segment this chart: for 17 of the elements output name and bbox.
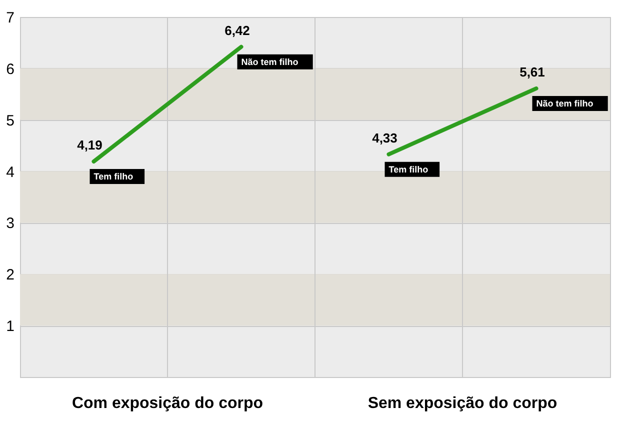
y-tick-label: 4 — [6, 164, 14, 181]
y-tick-label: 2 — [6, 266, 14, 284]
y-tick-label: 7 — [6, 10, 14, 26]
annotation: Não tem filho — [536, 98, 594, 108]
data-label: 4,19 — [77, 138, 102, 153]
text: Com exposição do corpo — [72, 395, 264, 412]
annotation: Tem filho — [388, 164, 429, 174]
y-tick-label: 5 — [6, 112, 14, 130]
data-label: 6,42 — [224, 22, 250, 38]
y-tick-label: 3 — [6, 215, 14, 232]
data-label: 5,61 — [520, 64, 545, 80]
data-label: 4,33 — [372, 130, 398, 146]
y-tick-label: 6 — [6, 60, 14, 78]
annotation: Tem filho — [94, 172, 134, 182]
annotation: Não tem filho — [241, 56, 299, 67]
y-tick-label: 1 — [6, 318, 14, 336]
text: Sem exposição do corpo — [368, 395, 558, 412]
